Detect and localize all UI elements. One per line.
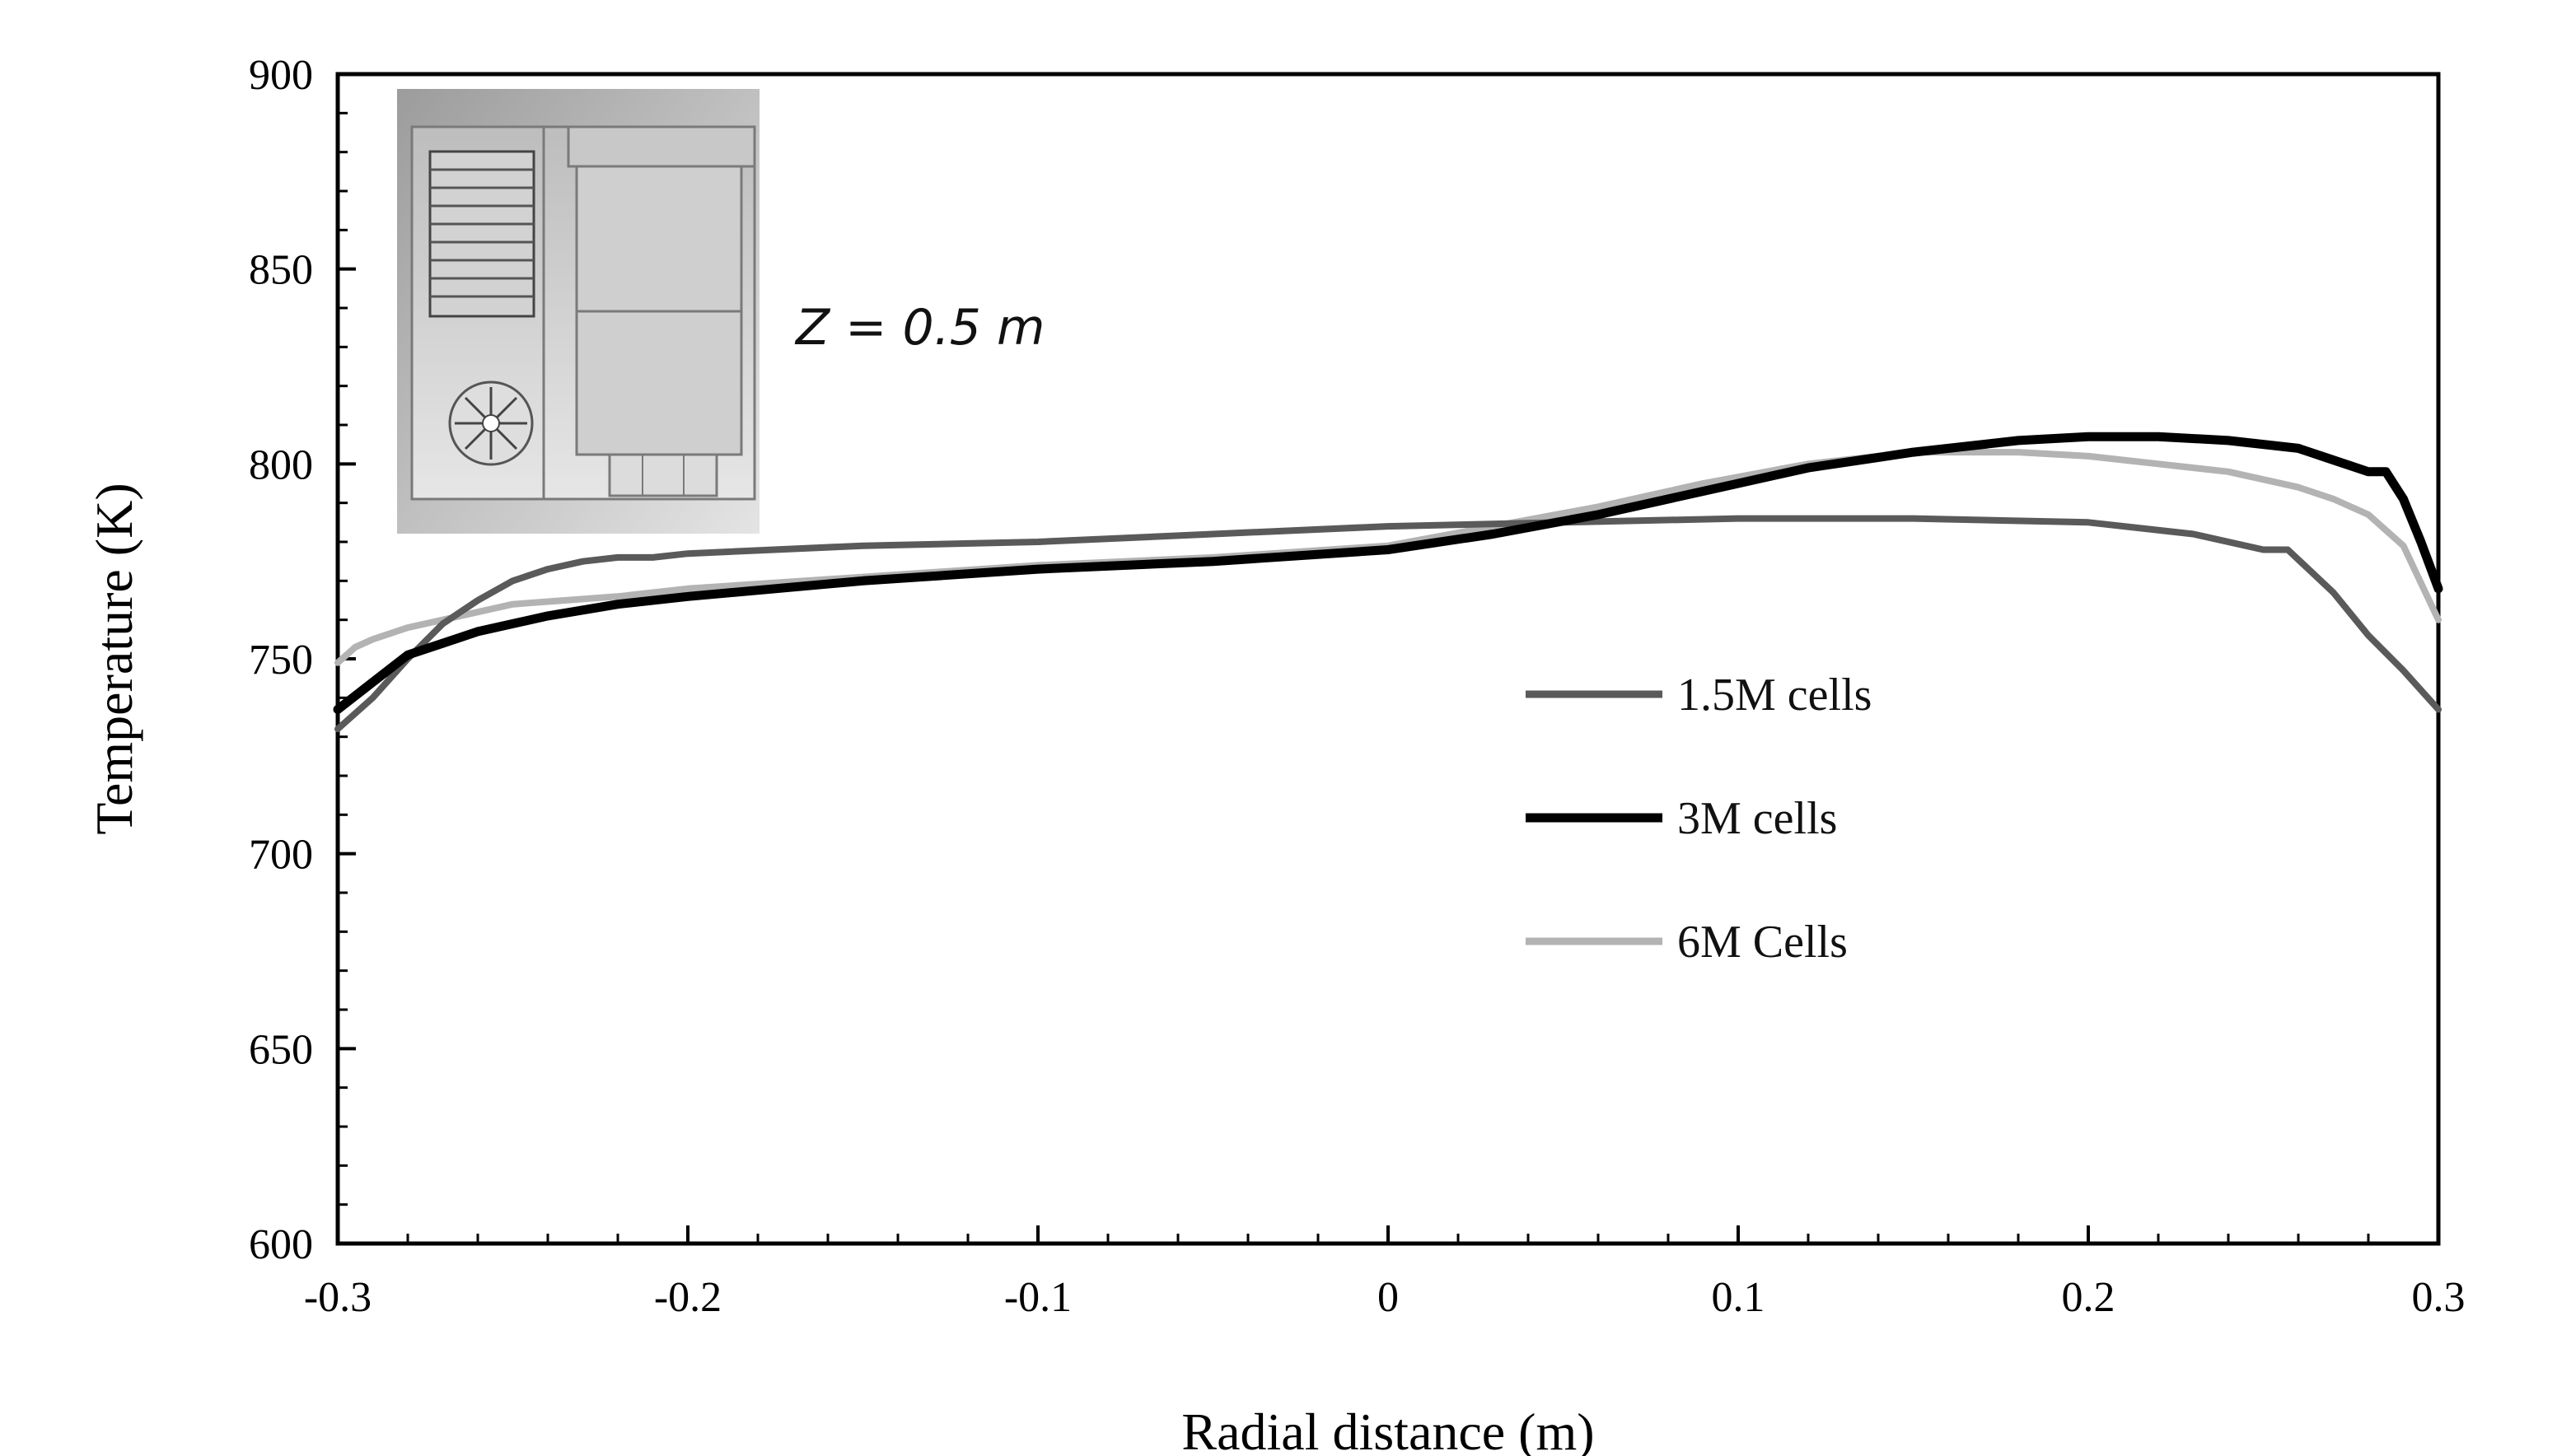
- x-tick-label: -0.2: [654, 1274, 722, 1321]
- x-tick-label: 0.2: [2062, 1274, 2115, 1321]
- x-tick-label: 0.3: [2412, 1274, 2466, 1321]
- y-tick-label: 900: [249, 52, 313, 99]
- y-tick-label: 800: [249, 441, 313, 488]
- x-tick-label: 0: [1377, 1274, 1399, 1321]
- y-tick-label: 700: [249, 832, 313, 879]
- y-tick-label: 750: [249, 637, 313, 684]
- x-axis-title: Radial distance (m): [1181, 1402, 1594, 1456]
- x-tick-label: -0.1: [1004, 1274, 1072, 1321]
- inset-furnace-schematic: [397, 89, 760, 534]
- y-axis-title: Temperature (K): [85, 483, 143, 834]
- series-line-3m-cells: [333, 432, 2443, 714]
- legend-label-3m: 3M cells: [1677, 793, 1837, 844]
- legend-label-1-5m: 1.5M cells: [1677, 670, 1872, 721]
- y-tick-label: 600: [249, 1221, 313, 1268]
- y-tick-label: 850: [249, 247, 313, 294]
- x-tick-label: 0.1: [1712, 1274, 1765, 1321]
- series-line-1-5m-cells: [334, 515, 2442, 733]
- legend-label-6m: 6M Cells: [1677, 917, 1848, 968]
- y-tick-label: 650: [249, 1026, 313, 1073]
- legend: 1.5M cells 3M cells 6M Cells: [1526, 670, 1872, 968]
- axis-ticks: 600 650 700 750 800 850 900 -0.3 -0.2 -0.1 0 0.1 0.2…: [249, 52, 2466, 1321]
- annotation-z-value: Z = 0.5 m: [794, 299, 1045, 357]
- x-tick-label: -0.3: [304, 1274, 372, 1321]
- series-layer: [333, 432, 2443, 733]
